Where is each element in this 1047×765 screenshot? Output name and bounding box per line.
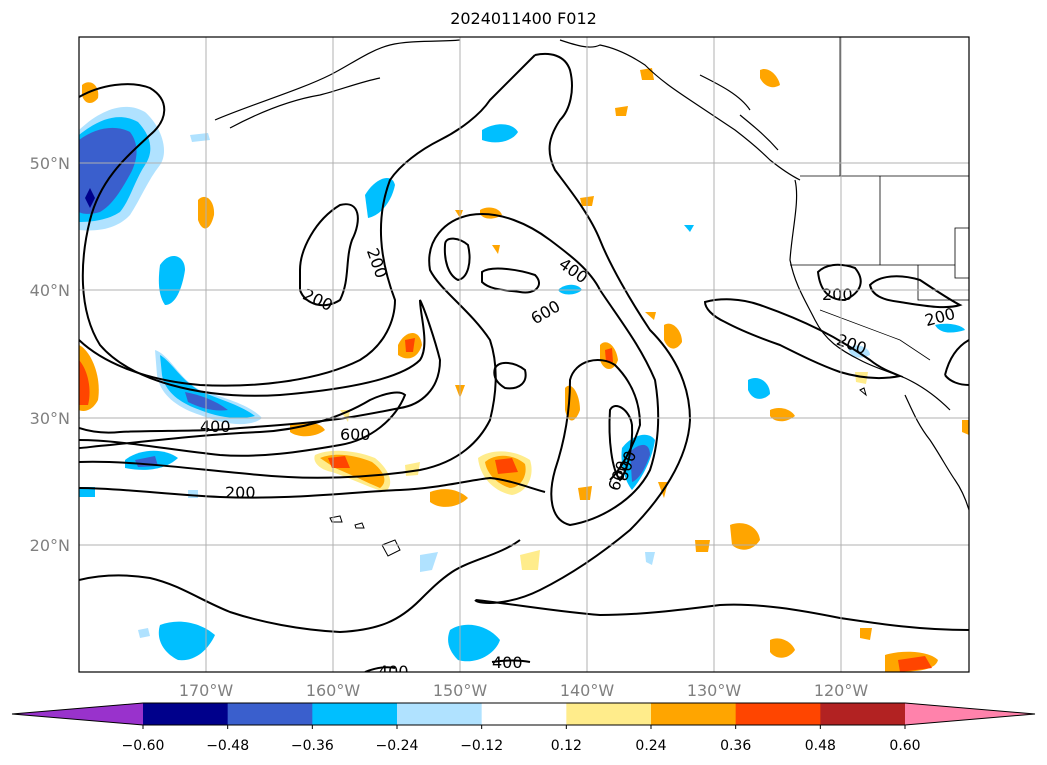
map-title: 2024011400 F012 — [450, 9, 597, 28]
colorbar-tick-label: 0.60 — [889, 738, 920, 754]
colorbar-segment — [143, 703, 229, 725]
colorbar-segment — [820, 703, 906, 725]
lon-label-150w: 150°W — [433, 681, 488, 700]
lon-label-170w: 170°W — [179, 681, 234, 700]
colorbar-segment — [566, 703, 652, 725]
lon-label-140w: 140°W — [560, 681, 615, 700]
colorbar: −0.60 −0.48 −0.36 −0.24 −0.12 0.12 0.24 0.36 0.4… — [11, 702, 1036, 754]
lat-label-50n: 50°N — [30, 154, 70, 173]
contour-label: 600 — [340, 425, 371, 444]
colorbar-tick-label: −0.24 — [376, 738, 419, 754]
contour-label: 200 — [225, 483, 256, 502]
map-frame — [78, 36, 970, 673]
colorbar-tick-label: −0.48 — [206, 738, 249, 754]
colorbar-tick-label: 0.48 — [805, 738, 836, 754]
gridlines — [79, 37, 969, 672]
colorbar-segment — [481, 703, 567, 725]
contour-label: 400 — [200, 417, 231, 436]
lon-label-160w: 160°W — [306, 681, 361, 700]
lat-label-30n: 30°N — [30, 409, 70, 428]
colorbar-tick-label: 0.24 — [635, 738, 666, 754]
colorbar-extend-low — [12, 703, 143, 725]
lat-label-20n: 20°N — [30, 536, 70, 555]
colorbar-extend-high — [905, 703, 1035, 725]
map-area: 200 200 400 600 400 600 200 800 600 200 … — [79, 37, 969, 681]
lon-label-120w: 120°W — [814, 681, 869, 700]
longitude-labels: 170°W 160°W 150°W 140°W 130°W 120°W — [179, 681, 869, 700]
colorbar-segment — [735, 703, 821, 725]
islands — [329, 387, 867, 557]
colorbar-segment — [651, 703, 737, 725]
colorbar-segment — [227, 703, 313, 725]
state-borders — [790, 37, 969, 361]
colorbar-segment — [312, 703, 398, 725]
lat-label-40n: 40°N — [30, 281, 70, 300]
colorbar-tick-label: −0.12 — [460, 738, 503, 754]
colorbar-tick-label: 0.12 — [551, 738, 582, 754]
colorbar-segment — [397, 703, 483, 725]
colorbar-tick-label: −0.60 — [122, 738, 165, 754]
contour-lines — [79, 52, 969, 672]
contour-label: 400 — [492, 653, 523, 672]
colorbar-tick-label: −0.36 — [291, 738, 334, 754]
coastlines — [214, 39, 969, 511]
latitude-labels: 50°N 40°N 30°N 20°N — [30, 154, 70, 555]
lon-label-130w: 130°W — [687, 681, 742, 700]
contour-label: 200 — [822, 285, 853, 304]
contour-label: 400 — [378, 662, 409, 681]
colorbar-tick-label: 0.36 — [720, 738, 751, 754]
